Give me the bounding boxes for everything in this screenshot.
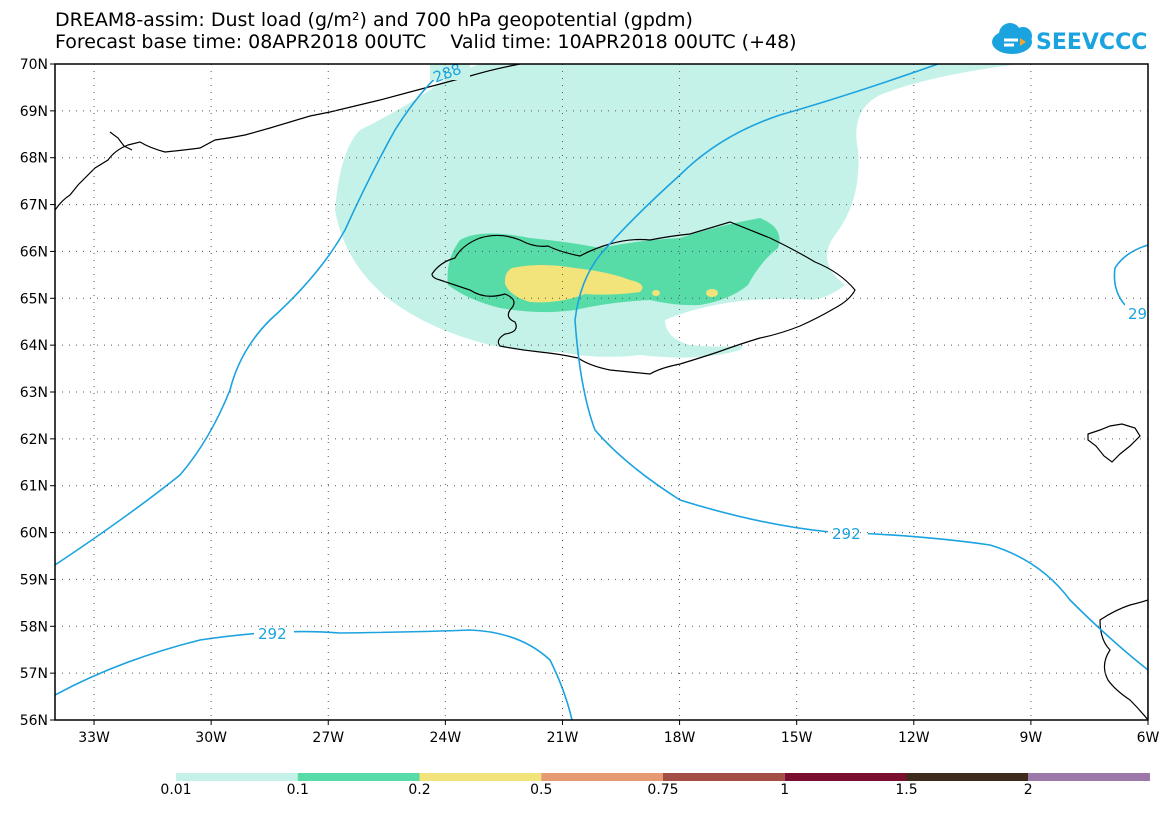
legend-swatch [1028,773,1150,781]
dust-area-high-small [706,289,718,297]
lat-label: 56N [20,713,48,729]
contour-label: 29 [1128,305,1147,323]
greenland-coastline [109,131,133,151]
lat-label: 65N [20,291,48,307]
map-title: DREAM8-assim: Dust load (g/m²) and 700 h… [55,9,693,31]
lat-label: 63N [20,385,48,401]
lat-label: 67N [20,198,48,214]
lat-label: 68N [20,151,48,167]
legend-swatch [784,773,907,781]
contour-288 [55,64,451,566]
legend-colorbar [176,773,1150,781]
dust-area-high-small [652,290,660,296]
lon-label: 30W [195,730,227,746]
geopotential-contours [55,64,1148,720]
lat-label: 61N [20,479,48,495]
lon-label: 18W [664,730,696,746]
lon-label: 27W [312,730,344,746]
dust-area-low [335,64,1020,358]
contour-label: 292 [832,525,861,543]
faroe-coastline [1087,423,1141,463]
map-layers: 288 292 292 29 [55,64,1148,720]
legend-label: 1.5 [895,782,918,798]
legend-label: 0.5 [530,782,553,798]
lat-label: 62N [20,432,48,448]
lon-label: 12W [898,730,930,746]
legend-swatch [663,773,785,781]
clear-area [665,299,815,347]
lat-label: 57N [20,666,48,682]
lat-label: 66N [20,244,48,260]
legend-label: 0.1 [286,782,309,798]
legend-swatch [419,773,542,781]
legend-label: 0.75 [647,782,679,798]
contour-292-north [574,64,1148,671]
lat-label: 59N [20,572,48,588]
latitude-ticks: 70N 69N 68N 67N 66N 65N 64N 63N 62N 61N 60N 59N 58N 5… [20,57,55,729]
lon-label: 6W [1137,730,1160,746]
lon-label: 33W [78,730,110,746]
seevccc-logo: SEEVCCC [992,23,1147,55]
lat-label: 58N [20,619,48,635]
legend-label: 0.2 [408,782,431,798]
dust-area-high [504,265,643,303]
forecast-time-info: Forecast base time: 08APR2018 00UTC Vali… [55,31,797,53]
legend-swatch [541,773,663,781]
lat-label: 70N [20,57,48,73]
contour-label: 292 [258,625,287,643]
legend-label: 0.01 [160,782,192,798]
lon-label: 24W [430,730,462,746]
legend-label: 2 [1023,782,1033,798]
lat-label: 60N [20,526,48,542]
legend-swatch [297,773,420,781]
longitude-ticks: 33W 30W 27W 24W 21W 18W 15W 12W 9W 6W [78,720,1160,746]
contour-29-east [1113,244,1148,306]
lat-label: 69N [20,104,48,120]
lon-label: 21W [547,730,579,746]
legend-swatch [906,773,1029,781]
logo-text: SEEVCCC [1036,30,1147,55]
contour-292-south [55,629,573,720]
iceland-coastline [431,221,856,375]
lon-label: 9W [1020,730,1043,746]
gridlines [55,64,1148,720]
cloud-icon [992,23,1032,54]
legend-swatch [176,773,298,781]
scotland-coastline [1099,599,1148,720]
lon-label: 15W [781,730,813,746]
legend-label: 1 [780,782,790,798]
lat-label: 64N [20,338,48,354]
